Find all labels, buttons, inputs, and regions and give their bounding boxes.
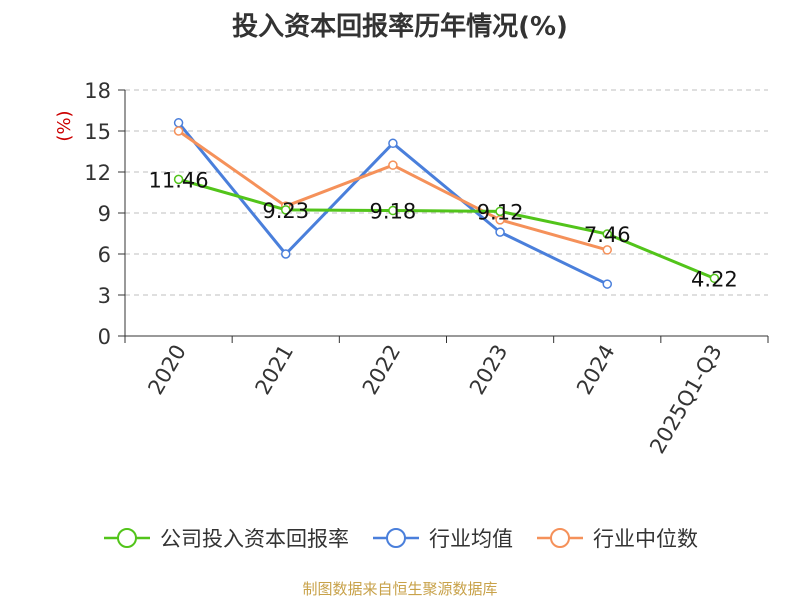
data-label: 9.18 (370, 200, 417, 224)
data-point (281, 249, 291, 259)
legend-item[interactable]: 公司投入资本回报率 (102, 523, 349, 553)
legend-label: 行业中位数 (593, 527, 698, 551)
data-point (388, 205, 398, 216)
series-line-2 (177, 129, 608, 252)
data-label: 7.46 (584, 223, 631, 247)
data-point (173, 126, 184, 136)
x-tick-label: 2023 (465, 341, 513, 399)
x-tick-label: 2022 (358, 341, 406, 399)
data-point (173, 174, 184, 185)
y-tick-label: 9 (98, 202, 111, 226)
x-tick-label: 2025Q1-Q3 (645, 341, 727, 458)
legend-label: 行业均值 (429, 527, 513, 551)
data-point (388, 138, 398, 149)
data-label: 4.22 (691, 267, 738, 291)
x-tick-label: 2021 (251, 341, 299, 399)
data-point (602, 245, 612, 255)
data-label: 11.46 (149, 168, 209, 192)
legend-swatch (104, 528, 150, 548)
legend-item[interactable]: 行业中位数 (535, 523, 698, 553)
legend-marker (550, 528, 570, 548)
data-point (388, 160, 398, 170)
legend-label: 公司投入资本回报率 (160, 527, 349, 551)
data-point (173, 118, 184, 128)
legend-marker (386, 528, 406, 548)
data-label: 9.23 (262, 199, 309, 223)
data-point (602, 279, 612, 289)
data-point (709, 273, 720, 284)
x-tick-label: 2020 (143, 341, 191, 399)
y-tick-label: 12 (84, 161, 111, 185)
data-point (495, 206, 505, 217)
data-point (495, 227, 505, 237)
legend-swatch (537, 528, 583, 548)
y-axis-label: (%) (54, 110, 75, 141)
legend-swatch (373, 528, 419, 548)
y-tick-label: 3 (98, 284, 111, 308)
legend: 公司投入资本回报率 行业均值 行业中位数 (0, 520, 800, 556)
y-tick-label: 15 (84, 120, 111, 144)
data-point (281, 205, 291, 215)
data-point (602, 229, 612, 239)
data-label: 9.12 (477, 200, 524, 224)
y-tick-label: 0 (98, 325, 111, 349)
y-tick-label: 18 (84, 79, 111, 103)
y-tick-label: 6 (98, 243, 111, 267)
legend-marker (117, 528, 137, 548)
x-tick-label: 2024 (572, 341, 620, 399)
source-note: 制图数据来自恒生聚源数据库 (302, 580, 498, 598)
series-line-0 (178, 177, 715, 280)
legend-item[interactable]: 行业均值 (371, 523, 513, 553)
chart-title: 投入资本回报率历年情况(%) (232, 12, 568, 42)
